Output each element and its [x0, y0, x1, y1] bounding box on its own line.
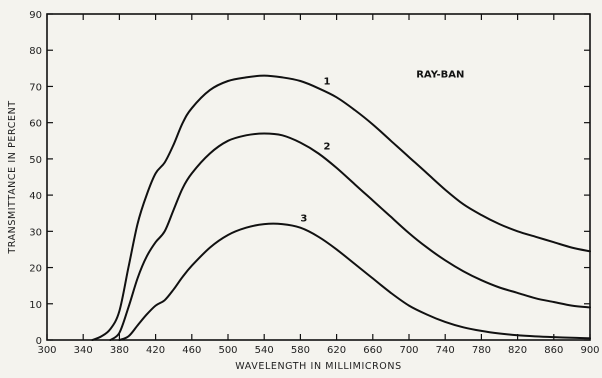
- y-tick-label: 0: [36, 336, 42, 347]
- x-tick-label: 620: [327, 345, 346, 356]
- x-tick-label: 300: [37, 345, 56, 356]
- y-tick-label: 10: [29, 300, 42, 311]
- curve-2: [109, 132, 591, 341]
- x-axis-title: WAVELENGTH IN MILLIMICRONS: [235, 361, 401, 372]
- x-tick-label: 540: [255, 345, 274, 356]
- curves: 1 2 3: [91, 74, 591, 341]
- curve-3: [118, 222, 591, 341]
- y-tick-label: 80: [29, 46, 42, 57]
- x-tick-label: 860: [544, 345, 563, 356]
- x-tick-label: 820: [508, 345, 527, 356]
- y-tick-label: 20: [29, 264, 42, 275]
- x-tick-label: 580: [291, 345, 310, 356]
- x-tick-label: 740: [436, 345, 455, 356]
- x-tick-label: 660: [363, 345, 382, 356]
- y-tick-label: 70: [29, 82, 42, 93]
- x-tick-label: 380: [110, 345, 129, 356]
- y-tick-label: 90: [29, 10, 42, 21]
- x-tick-label: 460: [182, 345, 201, 356]
- y-tick-label: 60: [29, 119, 42, 130]
- y-tick-label: 50: [29, 155, 42, 166]
- x-tick-label: 420: [146, 345, 165, 356]
- x-tick-label: 700: [399, 345, 418, 356]
- curve-label-2: 2: [324, 141, 331, 152]
- ray-ban-annotation: RAY-BAN: [416, 69, 464, 80]
- tick-labels: 0 10 20 30 40 50 60 70 80 90 300 340 380 420 460 500 540…: [29, 10, 599, 356]
- y-axis-title: TRANSMITTANCE IN PERCENT: [7, 100, 18, 254]
- x-tick-label: 900: [580, 345, 599, 356]
- x-tick-label: 340: [74, 345, 93, 356]
- x-tick-label: 780: [472, 345, 491, 356]
- x-tick-label: 500: [218, 345, 237, 356]
- y-tick-label: 40: [29, 191, 42, 202]
- curve-label-1: 1: [324, 76, 331, 87]
- y-tick-label: 30: [29, 227, 42, 238]
- curve-label-3: 3: [300, 214, 307, 225]
- curve-1: [91, 74, 591, 341]
- plot-frame: [46, 13, 591, 341]
